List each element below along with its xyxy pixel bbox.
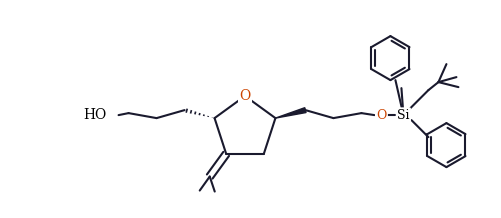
- Polygon shape: [276, 108, 306, 118]
- Text: O: O: [376, 109, 387, 122]
- Text: Si: Si: [397, 109, 410, 122]
- Text: HO: HO: [83, 108, 107, 122]
- Text: O: O: [239, 89, 250, 103]
